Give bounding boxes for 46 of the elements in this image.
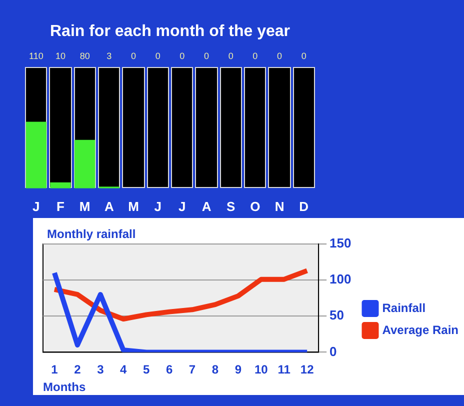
x-tick-label: 4 bbox=[120, 362, 128, 377]
y-tick-label: 50 bbox=[330, 308, 344, 323]
y-tick-label: 100 bbox=[330, 272, 352, 287]
data-label: 3 bbox=[106, 51, 112, 62]
x-tick-label: 7 bbox=[188, 362, 196, 377]
x-axis-title: Months bbox=[43, 380, 86, 394]
data-label: 0 bbox=[130, 51, 136, 62]
x-tick-label: M bbox=[128, 198, 139, 214]
x-tick-label: N bbox=[274, 198, 284, 214]
chart-title: Rain for each month of the year bbox=[50, 23, 290, 40]
x-tick-label: 12 bbox=[300, 362, 314, 377]
x-tick-label: 6 bbox=[166, 362, 173, 377]
x-tick-label: 11 bbox=[278, 362, 291, 377]
x-tick-label: 2 bbox=[74, 362, 82, 377]
data-label: 0 bbox=[228, 51, 234, 62]
x-tick-label: D bbox=[299, 198, 309, 214]
x-tick-label: A bbox=[202, 198, 212, 214]
data-label: 10 bbox=[55, 51, 66, 62]
data-label: 80 bbox=[80, 51, 90, 62]
data-label: 0 bbox=[155, 51, 160, 62]
legend-label: Average Rain bbox=[382, 322, 459, 337]
x-tick-label: 8 bbox=[212, 362, 219, 377]
bar bbox=[50, 182, 71, 188]
data-label: 110 bbox=[28, 51, 44, 62]
x-tick-label: J bbox=[32, 198, 40, 214]
data-label: 0 bbox=[180, 51, 185, 62]
x-tick-label: J bbox=[154, 198, 162, 214]
x-tick-label: O bbox=[250, 198, 260, 214]
x-tick-label: 9 bbox=[234, 362, 242, 377]
x-tick-label: F bbox=[56, 198, 65, 214]
x-tick-label: J bbox=[178, 198, 186, 214]
y-axis-title: Monthly rainfall bbox=[47, 227, 136, 241]
y-tick-label: 0 bbox=[330, 344, 337, 359]
x-tick-label: 3 bbox=[97, 362, 104, 377]
data-label: 0 bbox=[252, 51, 258, 62]
y-tick-label: 150 bbox=[330, 236, 352, 251]
data-label: 0 bbox=[276, 51, 282, 62]
x-tick-label: A bbox=[104, 198, 114, 214]
x-tick-label: M bbox=[79, 198, 90, 214]
x-tick-label: 1 bbox=[51, 362, 58, 377]
x-tick-label: 5 bbox=[142, 362, 150, 377]
x-tick-label: 10 bbox=[254, 362, 268, 377]
data-label: 0 bbox=[301, 51, 306, 62]
x-tick-label: S bbox=[226, 198, 236, 214]
legend-label: Rainfall bbox=[382, 300, 426, 315]
data-label: 0 bbox=[204, 51, 210, 62]
